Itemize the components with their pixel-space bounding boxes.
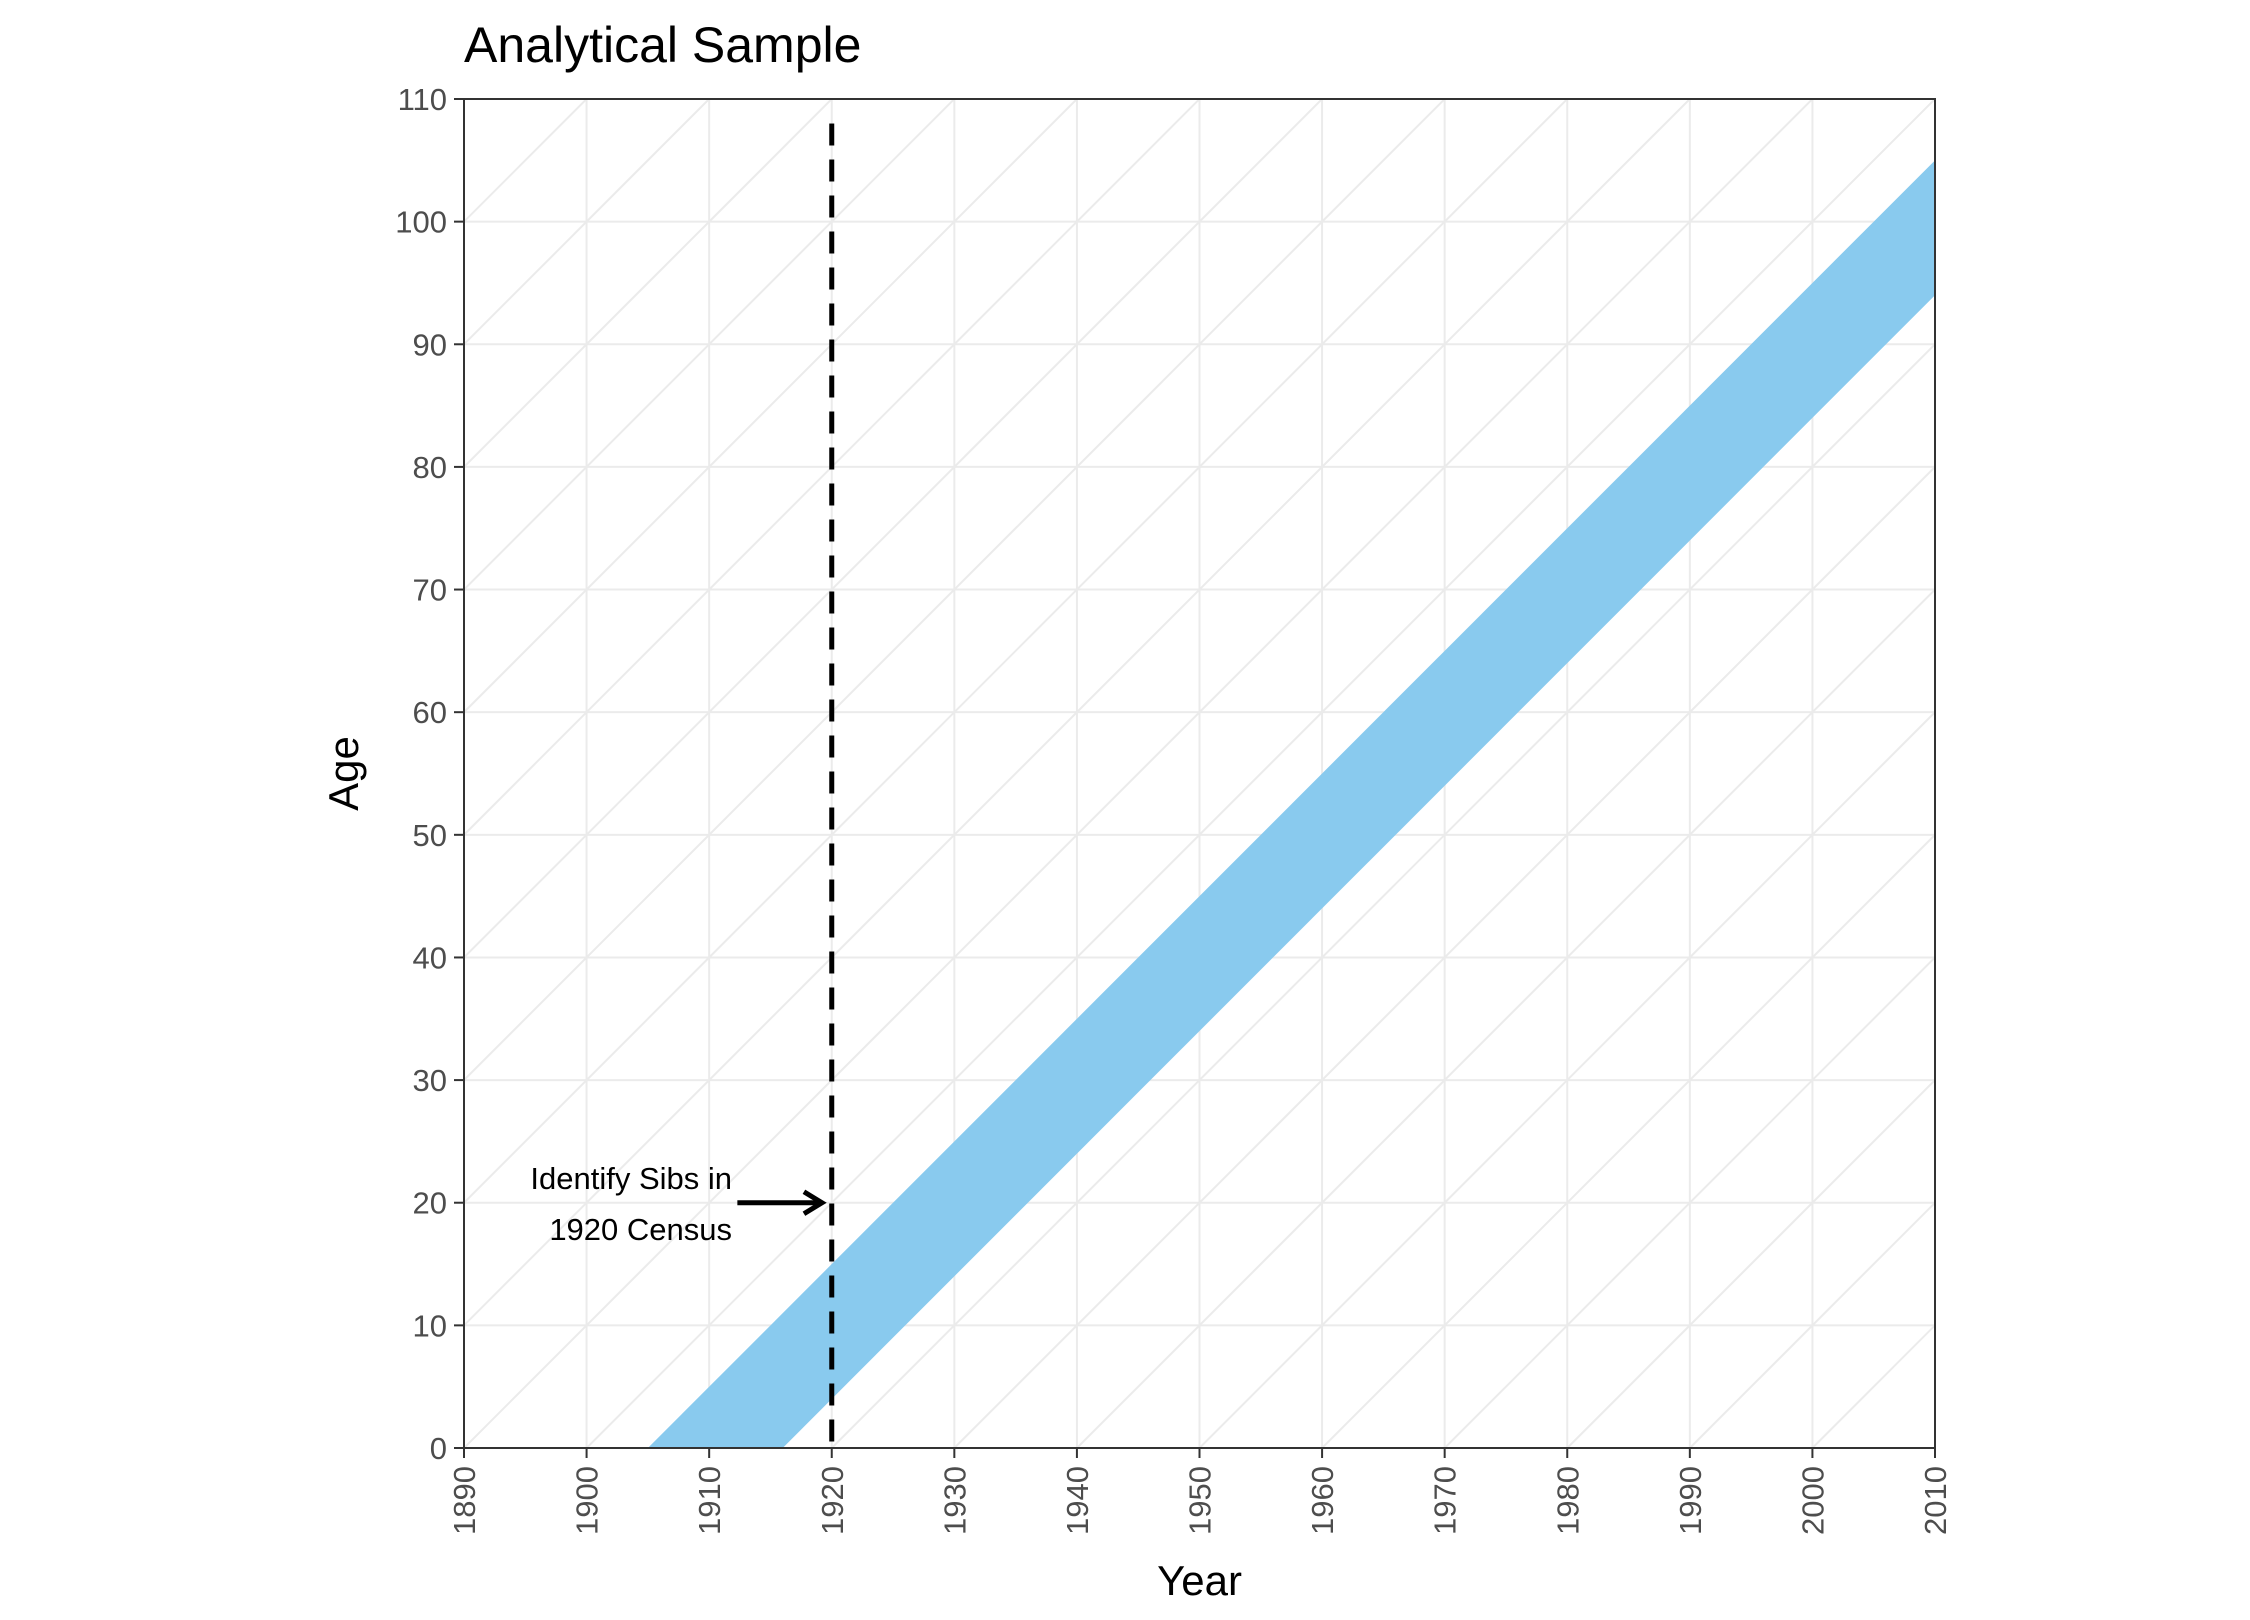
x-tick-label: 2000	[1795, 1466, 1830, 1535]
x-tick-label: 1980	[1550, 1466, 1585, 1535]
cohort-band-layer	[647, 160, 1935, 1448]
annotation-line-1: Identify Sibs in	[530, 1161, 732, 1196]
y-tick-label: 40	[413, 940, 447, 975]
lexis-diagonal-line	[464, 99, 1201, 837]
lexis-diagonal-line	[1321, 833, 1935, 1448]
annotation-arrow-head	[802, 1189, 827, 1216]
y-tick-label: 70	[413, 573, 447, 608]
lexis-diagonal-line	[1934, 1446, 1935, 1448]
y-tick-label: 0	[430, 1431, 447, 1466]
y-axis-title: Age	[320, 736, 367, 811]
x-tick-label: 1950	[1183, 1466, 1218, 1535]
x-tick-label: 1960	[1305, 1466, 1340, 1535]
lexis-diagonal-line	[464, 99, 1692, 1327]
x-tick-label: 1930	[937, 1466, 972, 1535]
x-tick-label: 1940	[1060, 1466, 1095, 1535]
y-tick-label: 60	[413, 695, 447, 730]
lexis-diagonal-line	[464, 99, 1324, 959]
annotation-layer: Identify Sibs in 1920 Census	[530, 1161, 827, 1247]
lexis-diagonal-line	[464, 99, 1079, 714]
y-tick-label: 50	[413, 818, 447, 853]
axis-ticks: 1890 1900 1910 1920 1930 1940 1950 1960 1970 1980…	[395, 82, 1953, 1535]
x-axis-title: Year	[1157, 1557, 1242, 1604]
lexis-diagonal-line	[464, 99, 834, 469]
lexis-diagonal-line	[1811, 1323, 1935, 1448]
lexis-diagonal-line	[953, 465, 1935, 1448]
lexis-diagonal-line	[464, 99, 1447, 1082]
y-tick-label: 10	[413, 1308, 447, 1343]
lexis-diagonal-line	[1689, 1201, 1935, 1448]
y-tick-label: 20	[413, 1186, 447, 1221]
cohort-band	[647, 160, 1935, 1448]
lexis-diagonal-line	[831, 342, 1935, 1448]
y-tick-label: 100	[395, 205, 447, 240]
lexis-diagonal-line	[1198, 710, 1935, 1448]
x-tick-label: 1970	[1428, 1466, 1463, 1535]
x-tick-label: 1910	[692, 1466, 727, 1535]
x-tick-label: 1920	[815, 1466, 850, 1535]
x-tick-label: 1900	[570, 1466, 605, 1535]
chart-title: Analytical Sample	[464, 17, 861, 73]
titles-layer: Analytical Sample Year Age	[320, 17, 1242, 1604]
lexis-diagonal-line	[1076, 588, 1935, 1448]
grid-lines	[464, 99, 1935, 1448]
y-tick-label: 30	[413, 1063, 447, 1098]
lexis-diagonal-line	[1443, 956, 1935, 1448]
x-tick-label: 1990	[1673, 1466, 1708, 1535]
lexis-diagonal-line	[464, 99, 1814, 1448]
x-tick-label: 2010	[1918, 1466, 1953, 1535]
lexis-diagonal-line	[464, 99, 956, 591]
lexis-diagonal-line	[464, 99, 466, 101]
y-tick-label: 80	[413, 450, 447, 485]
annotation-line-2: 1920 Census	[549, 1212, 732, 1247]
lexis-diagonal-line	[585, 99, 1935, 1448]
x-tick-label: 1890	[447, 1466, 482, 1535]
y-tick-label: 110	[398, 82, 447, 117]
y-tick-label: 90	[413, 327, 447, 362]
lexis-diagonal-line	[464, 99, 711, 346]
lexis-diagonal-line	[464, 99, 1569, 1205]
